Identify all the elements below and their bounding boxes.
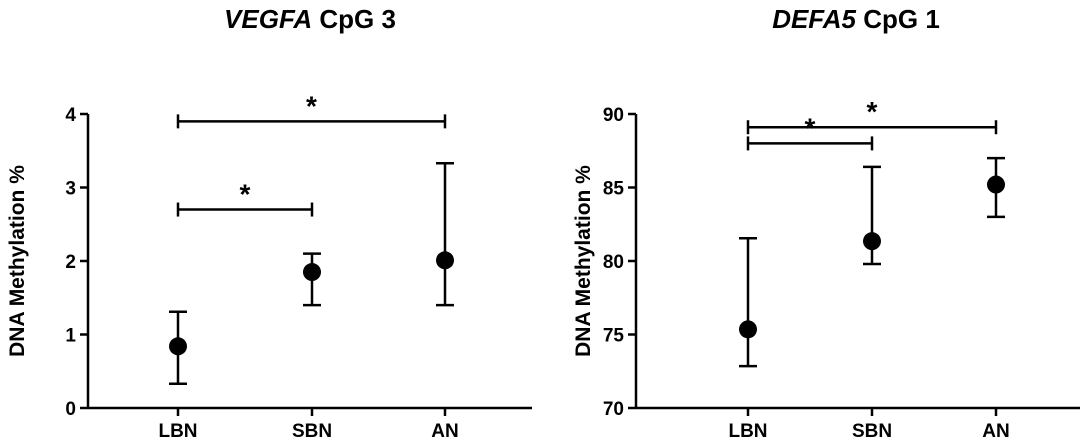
y-tick-label: 3 — [65, 179, 76, 200]
significance-star: * — [805, 112, 816, 143]
y-axis-label: DNA Methylation % — [572, 165, 595, 357]
significance-star: * — [867, 96, 878, 127]
chart-title-gene: VEGFA — [224, 4, 312, 34]
chart-title-rest: CpG 3 — [312, 4, 396, 34]
data-point-an — [987, 175, 1005, 194]
data-point-sbn — [303, 263, 321, 282]
data-point-lbn — [169, 337, 187, 356]
significance-star: * — [306, 90, 317, 121]
chart-title-rest: CpG 1 — [856, 4, 940, 34]
chart-panel-1: VEGFA CpG 3 DNA Methylation % 0 1 2 3 4 LBN SBN A… — [6, 4, 532, 442]
chart-panel-2: DEFA5 CpG 1 DNA Methylation % 70 75 80 85 90 LB… — [572, 4, 1080, 442]
y-tick-label: 70 — [603, 399, 624, 420]
chart-title-gene: DEFA5 — [772, 4, 856, 34]
data-point-lbn — [739, 320, 757, 339]
y-tick-label: 1 — [65, 326, 76, 347]
y-axis-label: DNA Methylation % — [6, 165, 29, 357]
x-tick-label-an: AN — [982, 421, 1009, 442]
data-point-sbn — [863, 232, 881, 251]
chart-title: DEFA5 CpG 1 — [772, 4, 940, 34]
data-point-an — [436, 251, 454, 270]
significance-star: * — [240, 179, 251, 210]
y-tick-label: 80 — [603, 252, 624, 273]
y-tick-label: 75 — [603, 326, 625, 347]
y-tick-label: 2 — [65, 252, 76, 273]
chart-title: VEGFA CpG 3 — [224, 4, 396, 34]
y-tick-label: 90 — [603, 105, 624, 126]
x-tick-label-sbn: SBN — [852, 421, 892, 442]
x-tick-label-lbn: LBN — [158, 421, 197, 442]
y-tick-label: 4 — [65, 105, 76, 126]
x-tick-label-lbn: LBN — [728, 421, 767, 442]
x-tick-label-an: AN — [431, 421, 458, 442]
y-tick-label: 0 — [65, 399, 76, 420]
x-tick-label-sbn: SBN — [292, 421, 332, 442]
y-tick-label: 85 — [603, 179, 625, 200]
